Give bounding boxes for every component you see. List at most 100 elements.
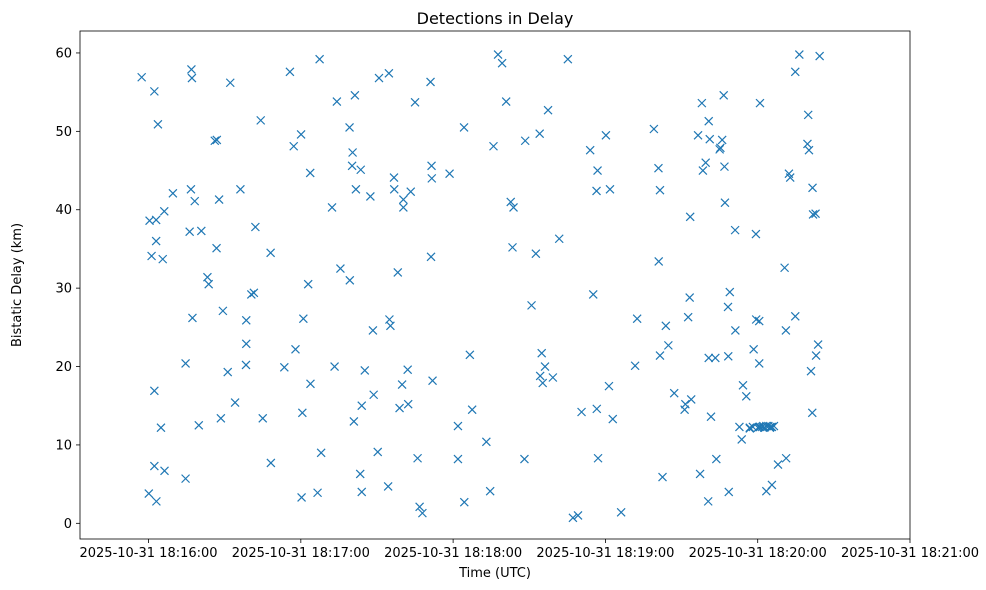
y-tick-label: 60 [55,46,72,61]
data-point [212,243,221,253]
data-point [149,386,159,396]
data-point [465,350,475,360]
data-point [531,249,541,259]
data-point [658,472,667,482]
y-tick-label: 30 [55,282,72,297]
data-point [509,202,518,212]
data-point [593,166,602,175]
data-point [765,423,775,433]
data-point [704,353,714,363]
data-point [357,401,367,411]
data-point [785,173,795,183]
data-point [403,365,413,375]
data-point [398,195,408,204]
data-point [266,248,276,258]
data-point [730,326,740,335]
data-point [393,268,403,277]
data-point [406,187,416,197]
data-point [297,408,307,418]
y-axis-ticks: 0 10 20 30 40 50 60 [55,46,80,532]
data-point [735,422,744,432]
data-point [160,466,169,476]
data-point [235,184,245,194]
data-point [701,158,711,168]
data-point [426,252,436,262]
data-point [535,371,545,381]
data-point [351,184,361,194]
data-point [767,480,777,490]
data-point [181,358,191,368]
data-point [655,185,665,195]
data-point [680,399,690,409]
data-point [426,77,435,87]
data-points [137,50,825,523]
data-point [749,344,759,354]
data-point [350,90,360,100]
data-point [185,227,195,237]
x-tick-label: 2025-10-31 18:19:00 [536,546,674,561]
data-point [745,423,755,433]
data-point [485,486,495,496]
data-point [230,398,240,408]
data-point [543,105,553,115]
data-point [368,326,378,335]
data-point [693,130,703,140]
data-point [723,351,733,361]
data-point [373,447,383,457]
data-point [355,469,365,479]
data-point [649,124,659,134]
data-point [654,257,664,266]
data-point [803,110,813,120]
data-point [453,454,463,464]
data-point [168,188,178,198]
data-point [415,502,425,512]
data-point [303,279,313,289]
data-point [719,90,729,100]
data-point [730,225,740,235]
data-point [345,275,355,285]
data-point [601,130,611,140]
data-point [225,78,235,88]
data-point [683,312,693,322]
data-point [710,353,720,363]
data-point [249,288,259,298]
data-point [741,391,751,401]
x-tick-label: 2025-10-31 18:18:00 [384,546,522,561]
data-point [686,395,696,404]
data-point [781,453,791,463]
data-point [190,196,200,206]
data-point [790,67,800,77]
data-point [723,302,733,312]
data-point [384,68,394,78]
data-point [187,64,196,74]
data-point [386,321,395,331]
data-point [204,279,214,289]
data-point [493,50,503,59]
data-point [767,422,777,432]
data-point [210,136,220,146]
data-point [298,314,308,324]
x-axis-label: Time (UTC) [458,566,531,581]
y-axis-label: Bistatic Delay (km) [10,223,25,347]
y-tick-label: 20 [55,360,72,375]
data-point [751,315,761,324]
data-point [348,148,358,157]
data-point [291,344,300,354]
data-point [159,206,169,216]
data-point [737,435,747,444]
data-point [410,97,420,107]
data-point [655,351,665,360]
data-point [711,454,721,464]
data-point [704,116,714,126]
data-point [520,136,530,146]
data-point [256,115,266,125]
data-point [149,461,159,471]
data-point [186,184,196,194]
data-point [187,73,197,83]
data-point [158,254,168,264]
data-point [720,198,730,208]
data-point [632,314,642,324]
data-point [535,129,545,139]
data-point [520,454,529,464]
data-point [706,412,716,422]
